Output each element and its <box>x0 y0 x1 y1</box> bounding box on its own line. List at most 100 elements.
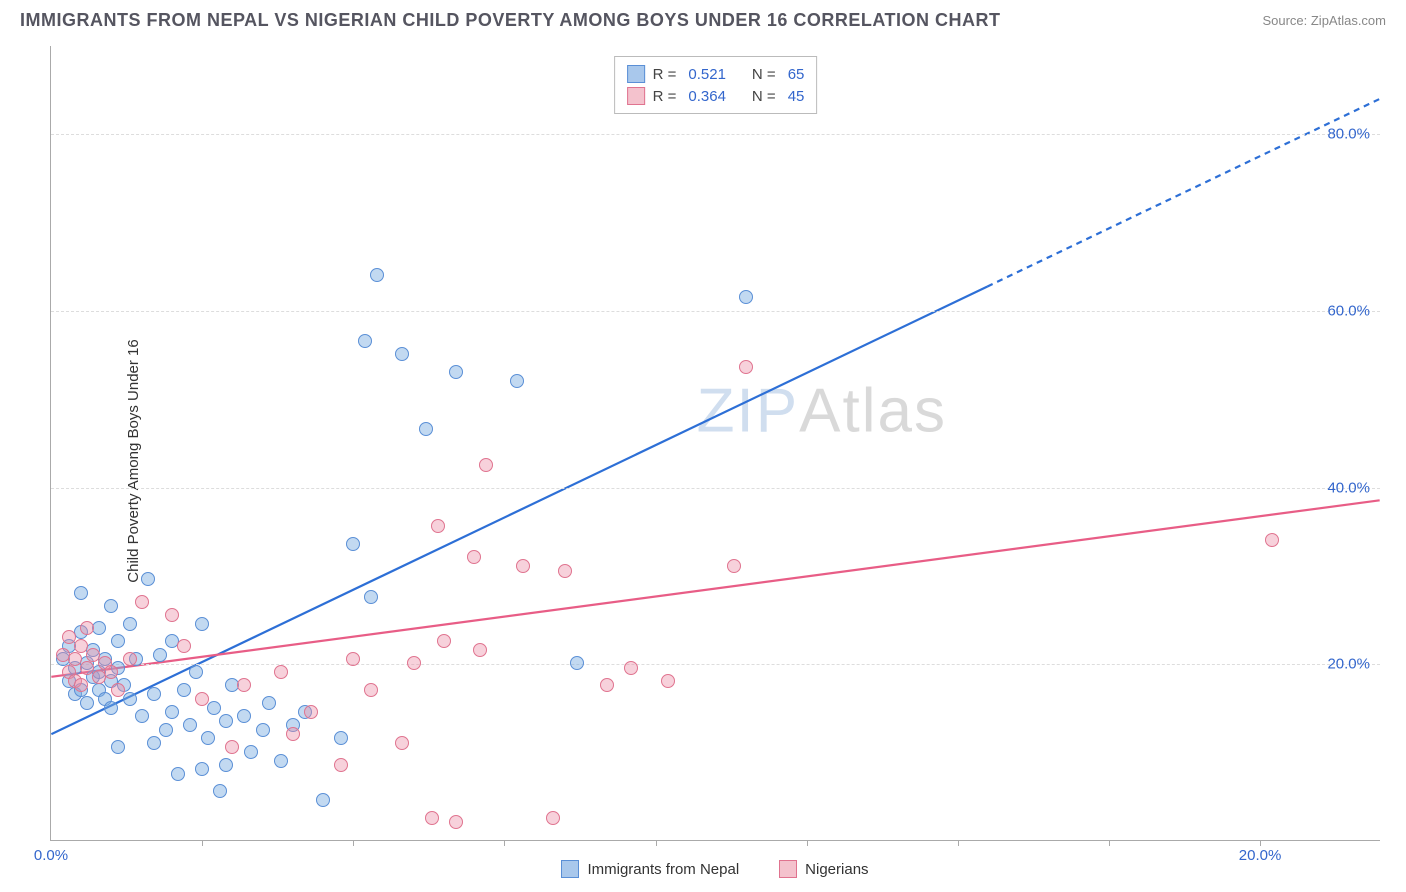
x-tick-mark <box>1109 840 1110 846</box>
data-point <box>80 696 94 710</box>
grid-line-h <box>51 488 1380 489</box>
n-value: 65 <box>788 66 805 83</box>
grid-line-h <box>51 664 1380 665</box>
data-point <box>364 590 378 604</box>
trend-lines <box>51 46 1380 840</box>
data-point <box>739 360 753 374</box>
data-point <box>147 687 161 701</box>
data-point <box>510 374 524 388</box>
data-point <box>419 422 433 436</box>
chart-header: IMMIGRANTS FROM NEPAL VS NIGERIAN CHILD … <box>0 0 1406 36</box>
y-tick-label: 40.0% <box>1327 479 1370 496</box>
y-tick-label: 80.0% <box>1327 126 1370 143</box>
source-link[interactable]: ZipAtlas.com <box>1311 13 1386 28</box>
data-point <box>467 550 481 564</box>
data-point <box>123 692 137 706</box>
data-point <box>111 683 125 697</box>
data-point <box>479 458 493 472</box>
source-attribution: Source: ZipAtlas.com <box>1262 13 1386 28</box>
data-point <box>661 674 675 688</box>
r-label: R = <box>653 66 677 83</box>
data-point <box>177 683 191 697</box>
x-tick-mark <box>807 840 808 846</box>
data-point <box>346 537 360 551</box>
series-legend: Immigrants from Nepal Nigerians <box>50 860 1380 878</box>
data-point <box>316 793 330 807</box>
x-tick-mark <box>958 840 959 846</box>
data-point <box>171 767 185 781</box>
data-point <box>364 683 378 697</box>
data-point <box>141 572 155 586</box>
x-tick-mark <box>202 840 203 846</box>
data-point <box>570 656 584 670</box>
data-point <box>195 762 209 776</box>
r-value: 0.521 <box>688 66 726 83</box>
data-point <box>104 701 118 715</box>
data-point <box>286 727 300 741</box>
chart-title: IMMIGRANTS FROM NEPAL VS NIGERIAN CHILD … <box>20 10 1001 31</box>
r-value: 0.364 <box>688 88 726 105</box>
data-point <box>244 745 258 759</box>
swatch-pink-icon <box>627 87 645 105</box>
data-point <box>395 347 409 361</box>
n-label: N = <box>752 66 776 83</box>
data-point <box>225 740 239 754</box>
data-point <box>1265 533 1279 547</box>
data-point <box>558 564 572 578</box>
data-point <box>123 652 137 666</box>
x-tick-mark <box>504 840 505 846</box>
data-point <box>516 559 530 573</box>
data-point <box>195 692 209 706</box>
y-tick-label: 60.0% <box>1327 303 1370 320</box>
data-point <box>92 621 106 635</box>
data-point <box>207 701 221 715</box>
data-point <box>104 599 118 613</box>
data-point <box>256 723 270 737</box>
data-point <box>274 754 288 768</box>
y-tick-label: 20.0% <box>1327 656 1370 673</box>
data-point <box>165 705 179 719</box>
data-point <box>195 617 209 631</box>
legend-item-nepal: Immigrants from Nepal <box>561 860 739 878</box>
data-point <box>135 595 149 609</box>
n-value: 45 <box>788 88 805 105</box>
data-point <box>370 268 384 282</box>
legend-label: Immigrants from Nepal <box>587 861 739 878</box>
data-point <box>727 559 741 573</box>
data-point <box>395 736 409 750</box>
swatch-pink-icon <box>779 860 797 878</box>
data-point <box>358 334 372 348</box>
x-tick-mark <box>1260 840 1261 846</box>
data-point <box>237 678 251 692</box>
data-point <box>304 705 318 719</box>
data-point <box>425 811 439 825</box>
data-point <box>431 519 445 533</box>
data-point <box>80 621 94 635</box>
data-point <box>334 731 348 745</box>
data-point <box>74 678 88 692</box>
data-point <box>219 758 233 772</box>
data-point <box>111 740 125 754</box>
data-point <box>177 639 191 653</box>
legend-label: Nigerians <box>805 861 868 878</box>
r-label: R = <box>653 88 677 105</box>
data-point <box>739 290 753 304</box>
data-point <box>74 586 88 600</box>
swatch-blue-icon <box>627 65 645 83</box>
x-tick-mark <box>656 840 657 846</box>
data-point <box>334 758 348 772</box>
data-point <box>165 608 179 622</box>
grid-line-h <box>51 311 1380 312</box>
data-point <box>346 652 360 666</box>
data-point <box>449 365 463 379</box>
swatch-blue-icon <box>561 860 579 878</box>
correlation-legend: R = 0.521 N = 65 R = 0.364 N = 45 <box>614 56 818 114</box>
x-tick-mark <box>353 840 354 846</box>
chart-container: Child Poverty Among Boys Under 16 ZIPAtl… <box>0 36 1406 886</box>
data-point <box>104 665 118 679</box>
data-point <box>111 634 125 648</box>
grid-line-h <box>51 134 1380 135</box>
data-point <box>213 784 227 798</box>
legend-row-blue: R = 0.521 N = 65 <box>627 63 805 85</box>
data-point <box>123 617 137 631</box>
